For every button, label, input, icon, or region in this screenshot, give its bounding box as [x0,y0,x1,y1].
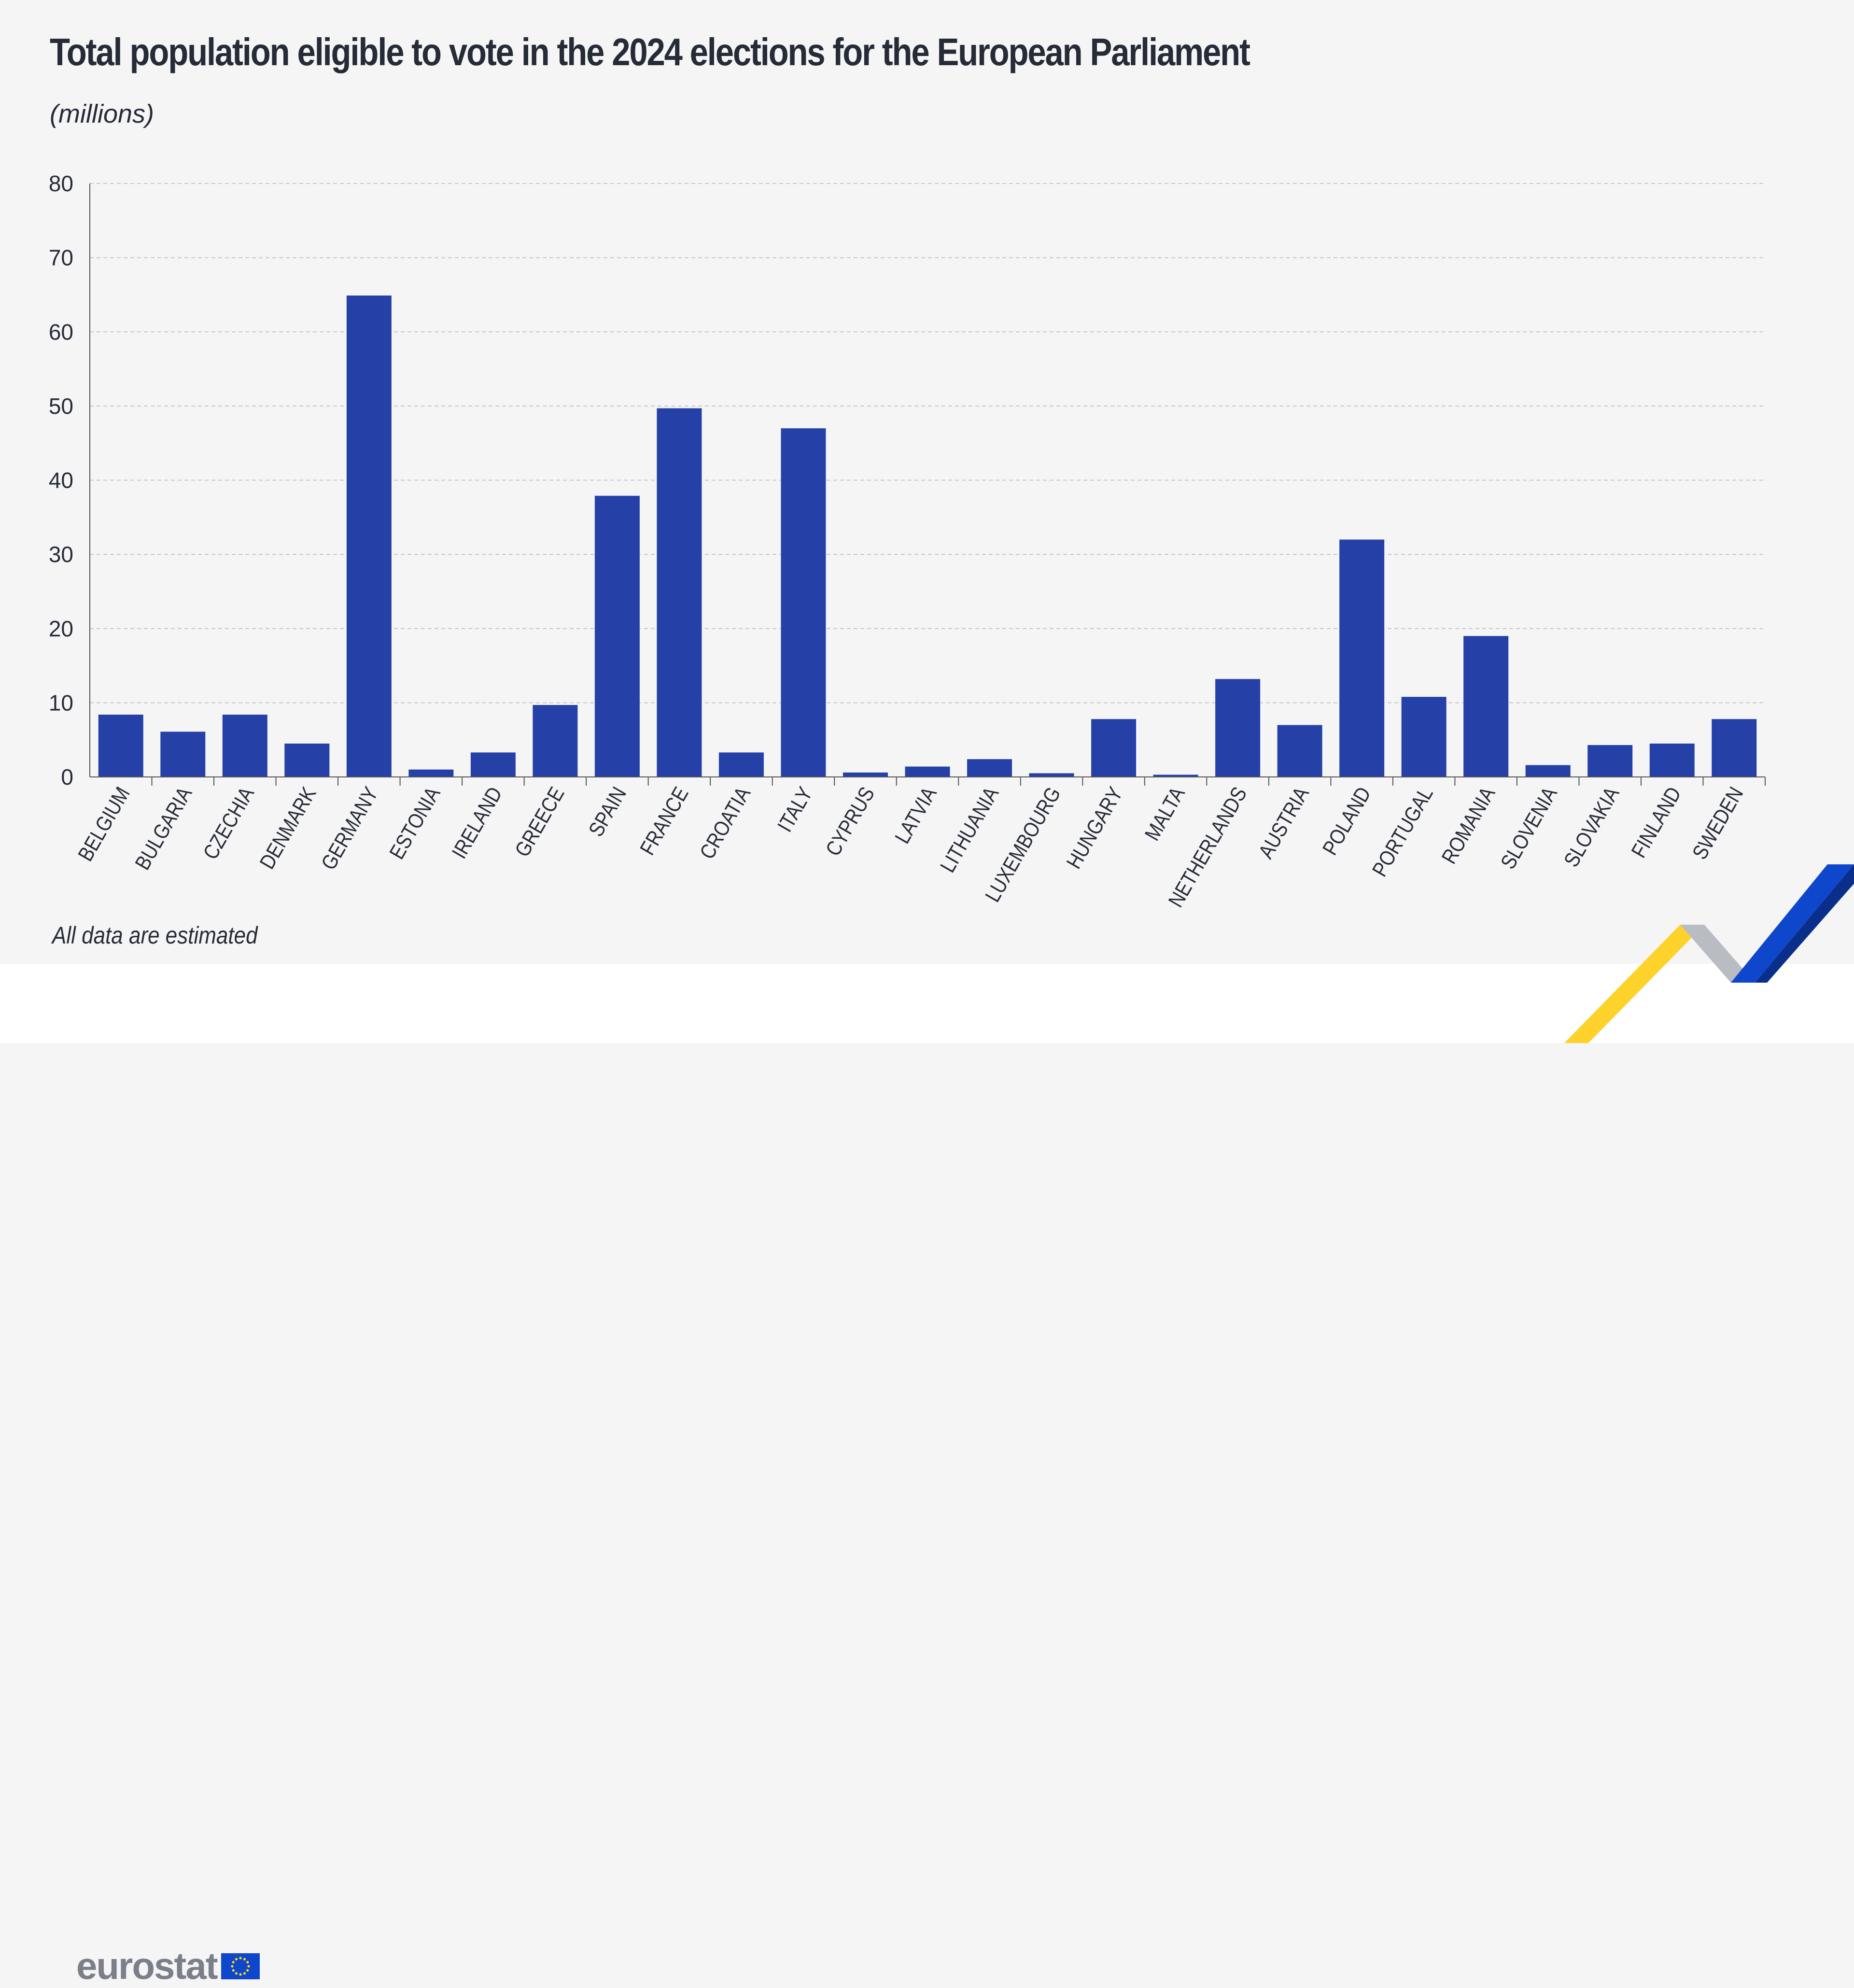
flag-star [239,1973,242,1976]
bar-czechia [222,714,267,777]
flag-star [239,1956,242,1960]
bar-lithuania [967,759,1012,777]
decorative-ribbon-icon [1564,864,1854,1043]
flag-star [235,1972,238,1974]
bar-estonia [408,769,454,777]
x-category-label: FRANCE [635,783,693,859]
bar-belgium [98,714,143,777]
bar-luxembourg [1029,773,1074,777]
y-tick-label: 40 [49,468,73,493]
bar-slovakia [1587,745,1633,777]
x-category-label: LATVIA [890,782,941,847]
bar-italy [781,428,826,777]
bar-latvia [905,766,950,777]
logo-wordmark: eurostat [76,1945,218,1987]
flag-star [247,1964,250,1968]
x-category-label: CYPRUS [821,783,879,860]
flag-star [246,1960,249,1963]
eu-flag-icon [221,1953,260,1979]
bar-denmark [284,743,330,777]
x-category-label: AUSTRIA [1254,782,1314,862]
x-category-label: ITALY [772,783,817,836]
x-category-label: GREECE [510,783,569,861]
x-category-label: CZECHIA [198,782,259,863]
flag-star [232,1969,235,1972]
flag-star [235,1958,238,1960]
bar-romania [1463,636,1509,777]
x-category-label: SPAIN [584,783,631,841]
bars [98,295,1757,777]
x-category-label: ROMANIA [1437,782,1500,868]
bar-ireland [470,752,516,777]
bar-france [657,408,702,777]
flag-star [232,1960,235,1963]
axes: 0 10 20 30 40 50 60 70 80 [49,171,1766,790]
bar-cyprus [843,772,888,777]
x-category-label: SLOVENIA [1496,782,1562,873]
flag-star [243,1972,246,1974]
bar-greece [533,705,578,777]
y-tick-label: 20 [49,616,73,641]
x-category-label: LITHUANIA [935,782,1003,876]
x-category-label: IRELAND [447,783,507,862]
x-category-label: ESTONIA [385,782,445,863]
y-tick-label: 70 [49,245,73,270]
bar-portugal [1401,697,1447,777]
bar-germany [346,295,392,777]
x-category-label: MALTA [1140,782,1190,845]
bar-hungary [1091,719,1137,777]
y-tick-label: 10 [49,690,73,715]
y-tick-label: 60 [49,319,73,344]
flag-star [231,1964,234,1968]
bar-finland [1649,743,1695,777]
chart-title: Total population eligible to vote in the… [50,30,1250,73]
eurostat-logo[interactable]: eurostat [76,1944,260,1988]
bar-sweden [1712,719,1757,777]
x-category-label: SLOVAKIA [1559,782,1624,871]
y-tick-label: 30 [49,542,73,567]
chart-unit: (millions) [50,99,154,128]
y-tick-label: 50 [49,394,73,419]
gridlines [90,183,1765,704]
x-category-label: HUNGARY [1062,783,1127,873]
flag-star [246,1969,249,1972]
x-category-label: BULGARIA [130,782,197,874]
bar-bulgaria [160,732,206,777]
flag-star [243,1958,246,1960]
x-category-label: GERMANY [316,783,382,874]
bar-poland [1339,539,1385,777]
y-tick-label: 80 [49,171,73,196]
bar-spain [594,495,640,777]
y-tick-label: 0 [61,764,73,790]
x-category-label: FINLAND [1627,783,1686,861]
bar-slovenia [1525,765,1571,777]
x-category-label: CROATIA [695,782,755,863]
bar-croatia [718,752,764,777]
footnote: All data are estimated [52,922,258,949]
bar-netherlands [1215,679,1261,777]
x-category-label: SWEDEN [1687,783,1748,863]
x-category-label: POLAND [1318,783,1376,859]
x-category-label: DENMARK [255,783,321,873]
bar-austria [1277,725,1322,777]
bar-malta [1153,775,1198,777]
x-category-label: BELGIUM [73,783,135,865]
x-category-label: PORTUGAL [1367,783,1437,880]
